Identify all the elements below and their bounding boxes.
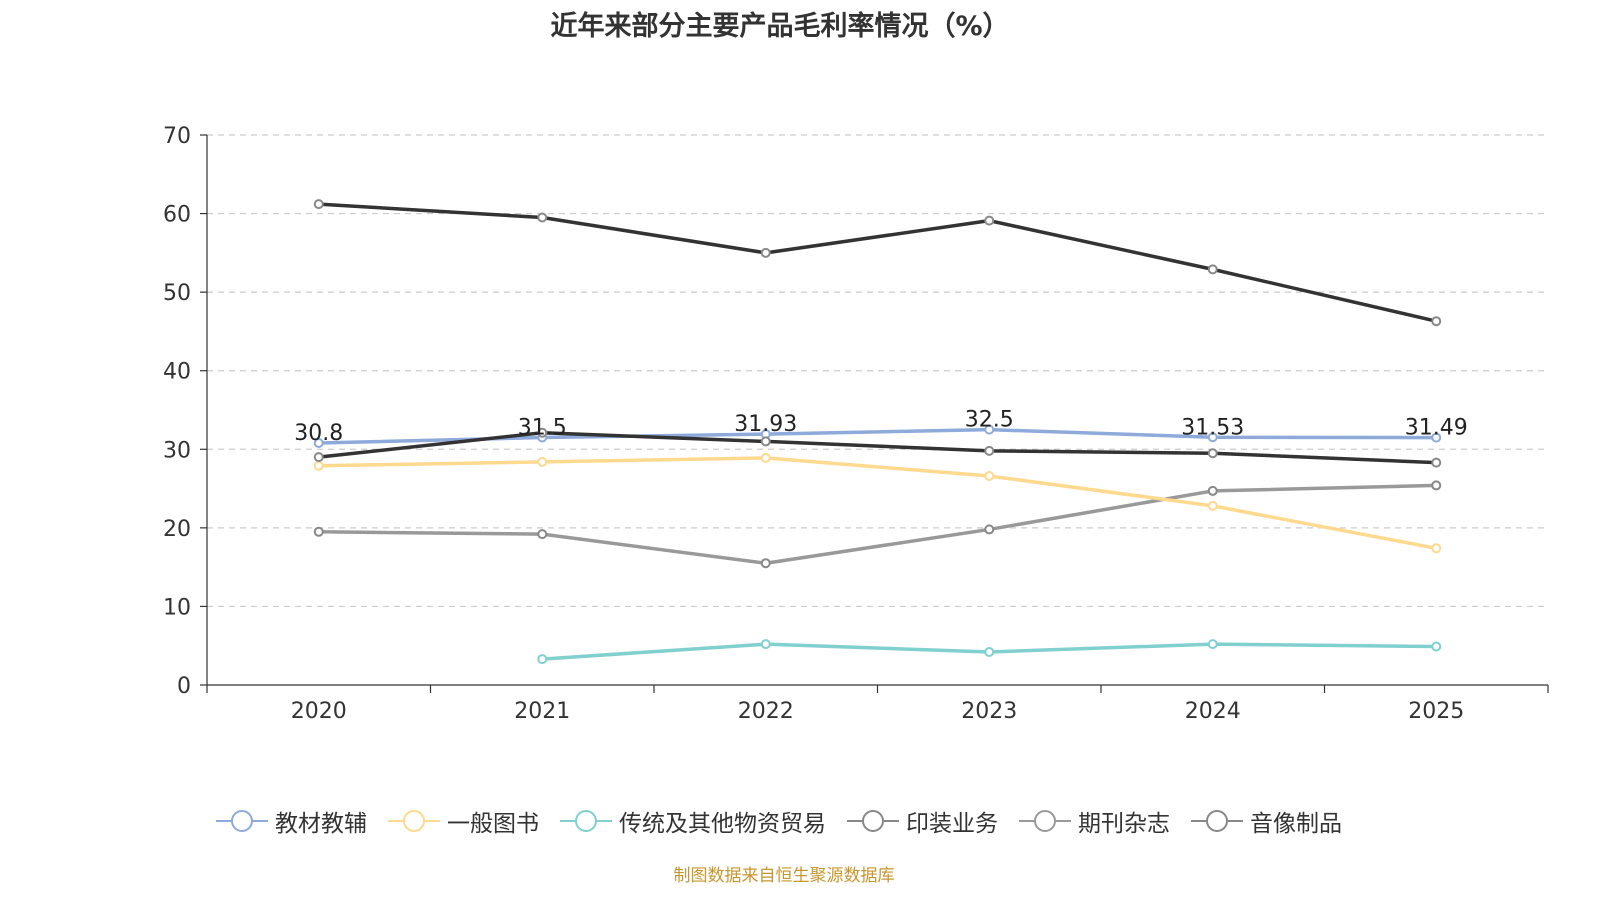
data-point	[760, 452, 771, 463]
data-point	[1431, 457, 1442, 468]
data-point	[984, 445, 995, 456]
data-label: 31.53	[1181, 415, 1244, 440]
data-point	[1431, 316, 1442, 327]
data-point	[1431, 543, 1442, 554]
data-point	[984, 647, 995, 657]
data-point	[313, 526, 324, 537]
y-tick-label: 0	[177, 674, 191, 699]
series-group	[313, 199, 1442, 665]
y-tick-label: 20	[163, 517, 191, 542]
data-label: 31.93	[734, 412, 797, 437]
x-tick-label-2021: 2021	[514, 699, 570, 724]
data-label: 32.5	[965, 408, 1014, 433]
data-point	[1207, 448, 1218, 459]
y-tick-label: 70	[163, 124, 191, 149]
grid-lines	[207, 134, 1548, 608]
data-point	[984, 424, 995, 435]
y-tick-label: 40	[163, 360, 191, 385]
legend-label: 印装业务	[906, 811, 998, 837]
data-labels: 30.8 31.5 31.93 32.5 31.53 31.49	[294, 408, 1467, 446]
axes: 0 10 20 30 40 50 60 70 2020 2021 2022 2023 2024 2025	[163, 124, 1549, 724]
data-point	[1207, 500, 1218, 511]
data-point	[313, 199, 324, 210]
legend-label: 一般图书	[447, 811, 539, 837]
y-tick-label: 30	[163, 438, 191, 463]
legend: 教材教辅 一般图书 传统及其他物资贸易 印装业务 期刊杂志 音像制品	[215, 803, 1362, 839]
series-line	[318, 483, 1437, 565]
data-point	[1431, 432, 1442, 443]
legend-marker-icon	[560, 810, 612, 832]
series-line	[318, 456, 1437, 551]
data-point	[984, 471, 995, 481]
x-tick-label-2025: 2025	[1408, 699, 1464, 724]
data-point	[537, 654, 548, 665]
x-tick-label-2024: 2024	[1185, 699, 1241, 724]
data-point	[1207, 485, 1218, 496]
data-point	[313, 452, 324, 463]
series-音像制品	[313, 427, 1442, 468]
data-point	[1207, 264, 1218, 275]
data-point	[760, 436, 771, 447]
data-point	[1431, 641, 1442, 652]
series-line	[318, 431, 1437, 465]
legend-marker-icon	[1019, 810, 1071, 832]
data-point	[537, 212, 548, 223]
y-tick-label: 50	[163, 281, 191, 306]
legend-marker-icon	[216, 810, 268, 832]
series-印装业务	[313, 199, 1442, 327]
legend-label: 音像制品	[1250, 811, 1342, 837]
x-tick-label-2022: 2022	[738, 699, 794, 724]
data-point	[984, 524, 995, 535]
series-line	[318, 427, 1437, 445]
legend-item-音像制品[interactable]: 音像制品	[1190, 804, 1342, 838]
data-point	[1207, 432, 1218, 443]
data-point	[537, 427, 548, 438]
legend-marker-icon	[847, 810, 899, 832]
data-point	[313, 438, 324, 448]
source-note: 制图数据来自恒生聚源数据库	[673, 866, 895, 886]
legend-item-传统及其他物资贸易[interactable]: 传统及其他物资贸易	[559, 804, 826, 838]
data-point	[760, 247, 771, 258]
data-point	[1207, 639, 1218, 650]
data-point	[1431, 480, 1442, 491]
data-point	[760, 558, 771, 569]
data-point	[760, 639, 771, 650]
x-tick-label-2023: 2023	[961, 699, 1017, 724]
series-一般图书	[313, 452, 1442, 554]
data-label: 30.8	[294, 421, 343, 446]
x-tick-label-2020: 2020	[291, 699, 347, 724]
legend-marker-icon	[1191, 810, 1243, 832]
y-tick-label: 60	[163, 203, 191, 228]
legend-item-期刊杂志[interactable]: 期刊杂志	[1018, 804, 1170, 838]
legend-label: 传统及其他物资贸易	[619, 811, 826, 837]
series-教材教辅	[313, 424, 1442, 448]
series-传统及其他物资贸易	[537, 639, 1442, 665]
legend-item-一般图书[interactable]: 一般图书	[387, 804, 539, 838]
legend-item-教材教辅[interactable]: 教材教辅	[215, 804, 367, 838]
data-point	[313, 460, 324, 471]
data-point	[537, 456, 548, 467]
y-tick-label: 10	[163, 595, 191, 620]
series-期刊杂志	[313, 480, 1442, 569]
legend-label: 教材教辅	[275, 811, 367, 837]
legend-marker-icon	[388, 810, 440, 832]
data-point	[984, 215, 995, 226]
chart-title: 近年来部分主要产品毛利率情况（%）	[550, 11, 1010, 42]
data-label: 31.5	[518, 416, 567, 441]
data-point	[537, 529, 548, 540]
data-label: 31.49	[1405, 416, 1468, 441]
legend-label: 期刊杂志	[1078, 811, 1170, 837]
legend-item-印装业务[interactable]: 印装业务	[846, 804, 998, 838]
series-line	[318, 202, 1437, 323]
